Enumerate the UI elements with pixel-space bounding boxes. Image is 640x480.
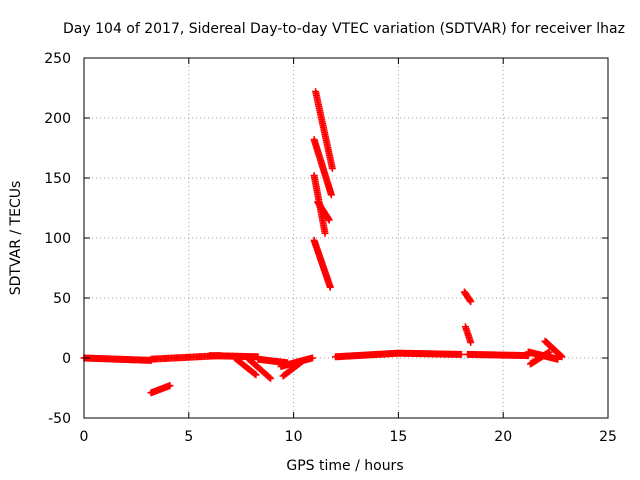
data-point: [308, 354, 316, 362]
y-tick-label: 250: [44, 51, 71, 67]
x-tick-label: 0: [80, 429, 89, 445]
y-axis-label: SDTVAR / TECUs: [8, 181, 24, 296]
y-tick-label: 100: [44, 231, 71, 247]
data-point: [327, 191, 335, 199]
y-tick-label: -50: [48, 411, 71, 427]
chart-title: Day 104 of 2017, Sidereal Day-to-day VTE…: [63, 21, 625, 37]
x-tick-label: 25: [599, 429, 617, 445]
x-tick-label: 15: [389, 429, 407, 445]
data-point: [265, 373, 273, 381]
data-point: [166, 382, 174, 390]
x-axis-label: GPS time / hours: [286, 458, 403, 474]
data-point: [328, 164, 336, 172]
data-point: [554, 355, 562, 363]
data-point: [267, 374, 275, 382]
x-tick-label: 20: [494, 429, 512, 445]
x-tick-label: 10: [285, 429, 303, 445]
y-tick-label: 50: [53, 291, 71, 307]
data-point: [545, 348, 553, 356]
data-point: [321, 229, 329, 237]
y-tick-label: 200: [44, 111, 71, 127]
data-point: [467, 338, 475, 346]
data-point: [558, 353, 566, 361]
data-point: [326, 283, 334, 291]
y-tick-label: 0: [62, 351, 71, 367]
data-points: [80, 88, 566, 397]
data-point: [252, 371, 260, 379]
data-point: [467, 298, 475, 306]
data-point: [457, 350, 465, 358]
y-tick-label: 150: [44, 171, 71, 187]
data-point: [251, 370, 259, 378]
data-point: [298, 358, 306, 366]
data-point: [325, 216, 333, 224]
axis-ticks: 0 5 10 15 20 25 -50 0 50 100 150 200 250: [44, 51, 617, 445]
x-tick-label: 5: [184, 429, 193, 445]
data-point: [297, 359, 305, 367]
